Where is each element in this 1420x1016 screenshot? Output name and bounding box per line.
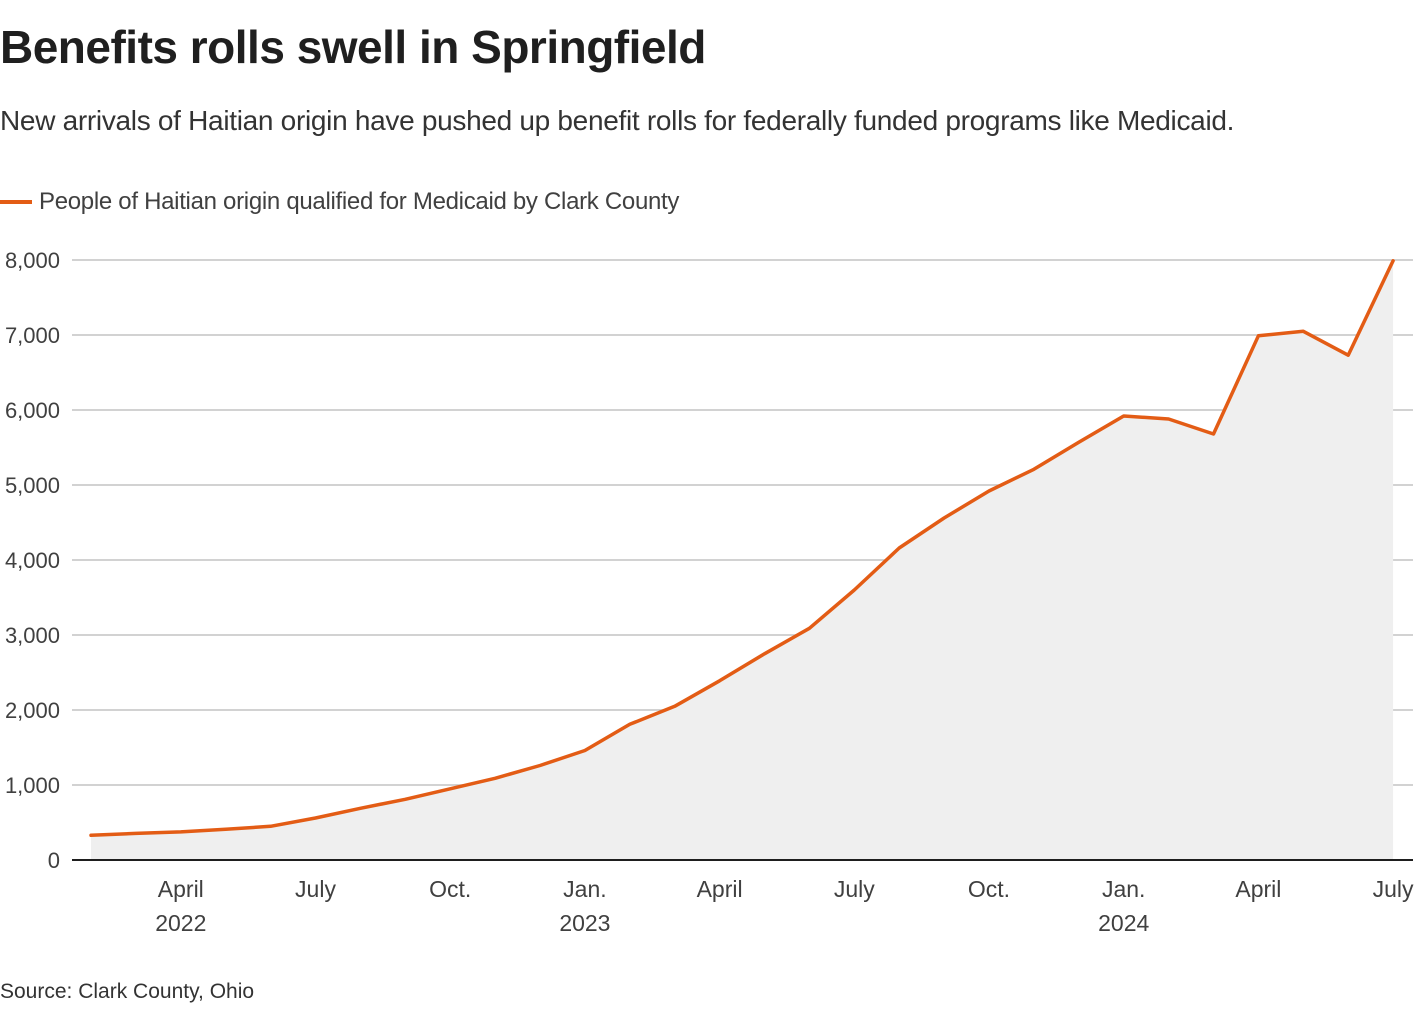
- x-tick-label: Jan.: [1102, 876, 1145, 902]
- series-line: [89, 259, 1395, 838]
- y-tick-label: 1,000: [5, 773, 60, 798]
- source-note: Source: Clark County, Ohio: [0, 980, 255, 1003]
- x-tick-year-label: 2024: [1098, 910, 1149, 936]
- x-tick-label: July: [1373, 876, 1414, 902]
- chart-subtitle: New arrivals of Haitian origin have push…: [0, 105, 1235, 136]
- y-tick-label: 7,000: [5, 323, 60, 348]
- legend: People of Haitian origin qualified for M…: [0, 188, 679, 216]
- x-tick-label: July: [834, 876, 875, 902]
- chart-title: Benefits rolls swell in Springfield: [0, 21, 706, 73]
- y-tick-label: 8,000: [5, 248, 60, 273]
- y-axis-ticks: 0 1,000 2,000 3,000 4,000 5,000 6,000 7,000 8,00…: [5, 248, 60, 873]
- x-tick-label: Oct.: [968, 876, 1010, 902]
- x-tick-label: Jan.: [563, 876, 606, 902]
- x-axis-ticks: April 2022 July Oct. Jan. 2023 April July Oct. Ja…: [155, 876, 1414, 936]
- x-tick-label: April: [158, 876, 204, 902]
- x-tick-year-label: 2022: [155, 910, 206, 936]
- legend-label: People of Haitian origin qualified for M…: [39, 188, 680, 215]
- y-tick-label: 3,000: [5, 623, 60, 648]
- area-fill: [91, 260, 1394, 860]
- x-tick-label: April: [697, 876, 743, 902]
- y-tick-label: 2,000: [5, 698, 60, 723]
- x-tick-label: Oct.: [429, 876, 471, 902]
- x-tick-label: July: [295, 876, 336, 902]
- y-tick-label: 5,000: [5, 473, 60, 498]
- x-tick-label: April: [1235, 876, 1281, 902]
- x-tick-year-label: 2023: [559, 910, 610, 936]
- y-tick-label: 4,000: [5, 548, 60, 573]
- legend-swatch-line: [0, 200, 32, 204]
- y-tick-label: 6,000: [5, 398, 60, 423]
- y-tick-label: 0: [48, 848, 60, 873]
